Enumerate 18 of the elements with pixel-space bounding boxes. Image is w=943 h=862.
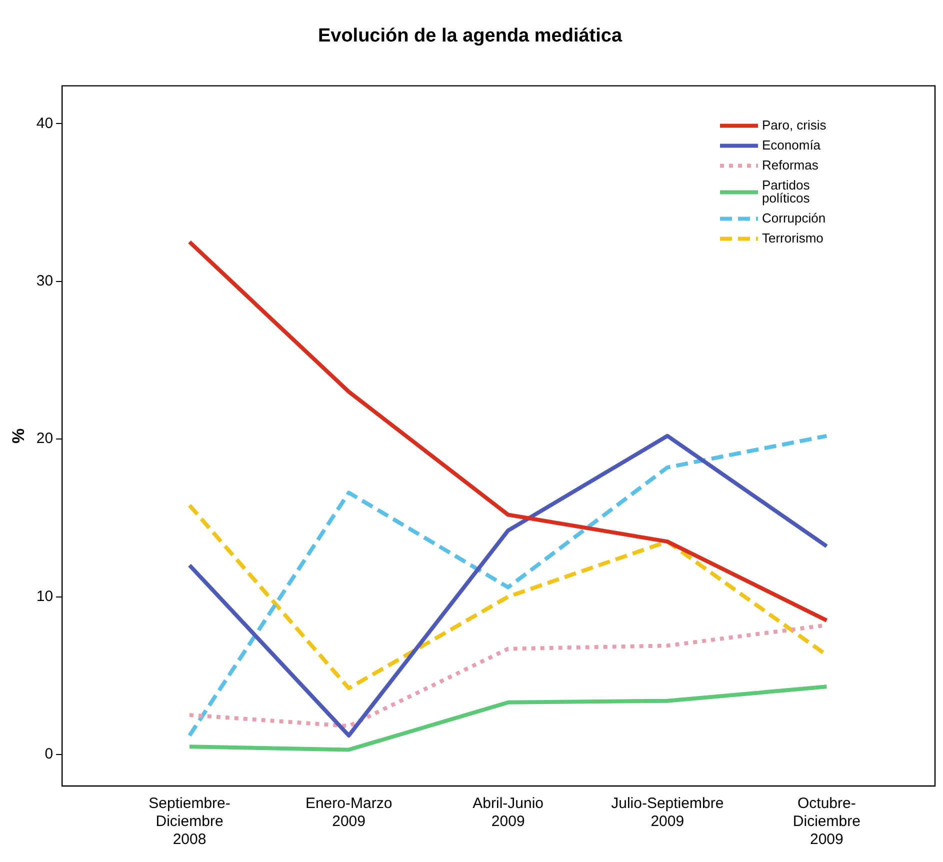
x-tick-label: Septiembre-Diciembre 2008: [148, 795, 230, 848]
y-tick-label: 30: [36, 272, 54, 290]
y-tick-label: 20: [36, 430, 54, 448]
legend-label: Reformas: [762, 157, 819, 172]
legend-label: Economía: [762, 137, 822, 152]
y-tick-label: 10: [36, 588, 54, 605]
legend-label: Terrorismo: [762, 230, 824, 246]
x-tick-label: Abril-Junio 2009: [472, 795, 544, 830]
y-tick-label: 0: [44, 746, 54, 763]
x-tick-label: Octubre-Diciembre 2009: [792, 795, 860, 848]
y-tick-label: 40: [36, 114, 54, 132]
legend-label: Paro, crisis: [762, 117, 827, 132]
x-tick-label: Julio-Septiembre 2009: [611, 795, 724, 830]
legend-label: Partidos políticos: [762, 177, 810, 206]
legend-label: Corrupción: [762, 210, 826, 226]
x-tick-label: Enero-Marzo 2009: [305, 795, 392, 830]
y-axis-title: %: [8, 428, 28, 444]
chart-title: Evolución de la agenda mediática: [318, 26, 622, 47]
